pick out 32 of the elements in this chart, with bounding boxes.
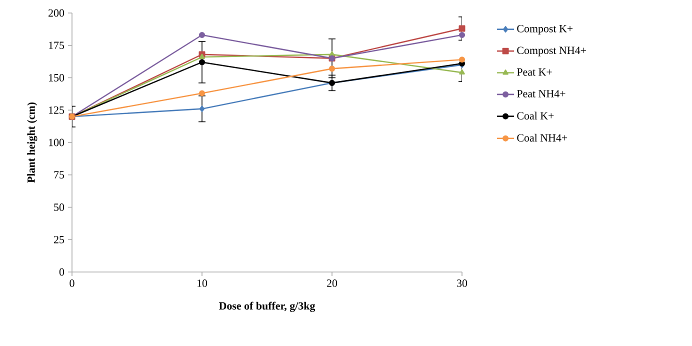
x-tick-label: 0 [70,280,74,287]
legend-label: Peat NH4+ [517,90,566,98]
point [198,90,206,96]
point [329,51,335,56]
y-axis-title: Plant height (cm) [27,102,38,183]
y-tick-label: 0 [59,268,64,276]
point [198,59,206,66]
point [458,56,466,63]
y-tick-label: 125 [49,106,64,114]
point [199,54,205,59]
legend-label: Coal NH4+ [517,134,568,142]
y-tick-label: 75 [54,171,64,179]
point [199,106,205,112]
point [459,69,465,75]
x-tick-label: 20 [327,280,338,287]
legend-label: Compost NH4+ [517,46,586,56]
y-tick-label: 150 [49,74,64,82]
point [458,25,466,32]
x-tick-label: 10 [197,280,208,287]
legend-label: Coal K+ [517,112,554,120]
point [328,66,336,72]
y-tick-label: 175 [49,42,64,50]
point [458,32,466,38]
y-tick-label: 100 [49,138,64,146]
y-tick-label: 200 [48,9,64,17]
y-tick-label: 25 [54,236,64,244]
legend-label: Peat K+ [517,68,552,76]
legend-label: Compost K+ [517,24,573,35]
y-tick-label: 50 [54,204,64,211]
x-tick-label: 30 [457,280,468,287]
x-axis-title: Dose of buffer, g/3kg [218,302,316,312]
point [198,32,206,38]
